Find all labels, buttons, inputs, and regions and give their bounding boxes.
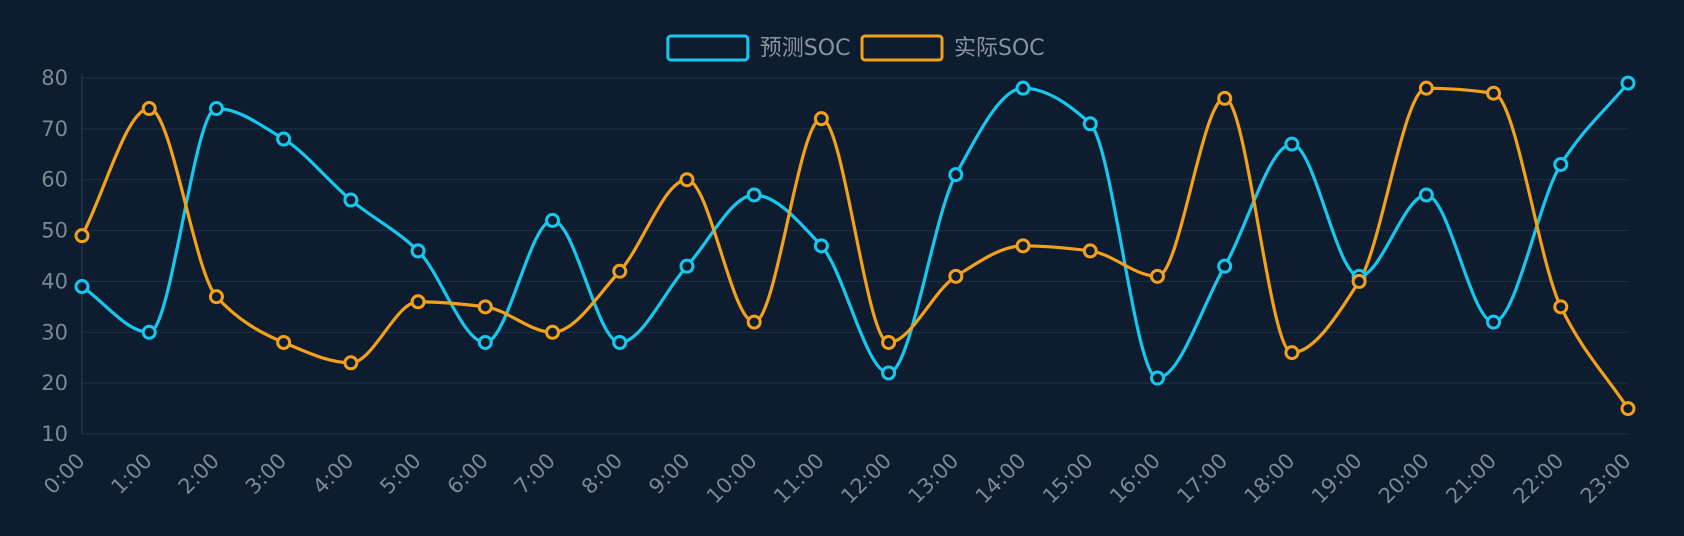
data-point[interactable] — [813, 111, 829, 127]
data-point[interactable] — [74, 228, 90, 244]
axis-layer: 10 20 30 40 50 60 70 80 0:00 1:00 2:00 3:00 4:00 5:00… — [39, 66, 1635, 508]
series-layer — [74, 75, 1636, 417]
data-point[interactable] — [410, 294, 426, 310]
data-point[interactable] — [1351, 273, 1367, 289]
data-point[interactable] — [477, 299, 493, 315]
x-tick-label: 16:00 — [1105, 449, 1165, 509]
x-tick-label: 19:00 — [1307, 449, 1367, 509]
data-point[interactable] — [1149, 370, 1165, 386]
y-tick-label: 10 — [41, 422, 68, 446]
x-tick-label: 12:00 — [836, 449, 896, 509]
y-tick-label: 70 — [41, 117, 68, 141]
data-point[interactable] — [881, 334, 897, 350]
x-tick-label: 21:00 — [1441, 449, 1501, 509]
x-tick-label: 17:00 — [1172, 449, 1232, 509]
legend-label[interactable]: 实际SOC — [954, 36, 1045, 61]
legend[interactable]: 预测SOC 实际SOC — [666, 34, 1045, 62]
data-point[interactable] — [343, 192, 359, 208]
data-point[interactable] — [276, 131, 292, 147]
data-point[interactable] — [410, 243, 426, 259]
data-point[interactable] — [1217, 90, 1233, 106]
data-point[interactable] — [343, 355, 359, 371]
x-tick-label: 11:00 — [769, 449, 829, 509]
data-point[interactable] — [1620, 75, 1636, 91]
x-tick-label: 1:00 — [106, 449, 156, 499]
data-point[interactable] — [1486, 85, 1502, 101]
data-point[interactable] — [1284, 136, 1300, 152]
data-point[interactable] — [477, 334, 493, 350]
x-tick-label: 15:00 — [1038, 449, 1098, 509]
legend-item-1[interactable]: 预测SOC — [666, 34, 851, 62]
data-point[interactable] — [208, 101, 224, 117]
data-point[interactable] — [74, 279, 90, 295]
x-tick-label: 7:00 — [510, 449, 560, 499]
data-point[interactable] — [1149, 268, 1165, 284]
x-tick-label: 5:00 — [375, 449, 425, 499]
data-point[interactable] — [545, 324, 561, 340]
data-point[interactable] — [545, 212, 561, 228]
data-point[interactable] — [679, 258, 695, 274]
data-point[interactable] — [1284, 345, 1300, 361]
data-point[interactable] — [1620, 401, 1636, 417]
y-tick-label: 40 — [41, 269, 68, 293]
data-point[interactable] — [746, 314, 762, 330]
legend-swatch[interactable] — [666, 34, 750, 62]
data-point[interactable] — [1553, 156, 1569, 172]
x-tick-label: 18:00 — [1240, 449, 1300, 509]
legend-item-2[interactable]: 实际SOC — [860, 34, 1045, 62]
data-point[interactable] — [208, 289, 224, 305]
data-point[interactable] — [1015, 238, 1031, 254]
x-tick-label: 20:00 — [1374, 449, 1434, 509]
data-point[interactable] — [948, 167, 964, 183]
grid-layer — [82, 77, 1628, 435]
x-tick-label: 4:00 — [308, 449, 358, 499]
data-point[interactable] — [612, 263, 628, 279]
data-point[interactable] — [141, 101, 157, 117]
data-point[interactable] — [948, 268, 964, 284]
data-point[interactable] — [1418, 80, 1434, 96]
x-tick-label: 10:00 — [702, 449, 762, 509]
y-tick-label: 60 — [41, 168, 68, 192]
data-point[interactable] — [1082, 116, 1098, 132]
x-tick-label: 6:00 — [443, 449, 493, 499]
x-tick-label: 0:00 — [39, 449, 89, 499]
x-tick-label: 13:00 — [904, 449, 964, 509]
y-tick-label: 30 — [41, 320, 68, 344]
data-point[interactable] — [1418, 187, 1434, 203]
series-line[interactable] — [80, 86, 1630, 411]
legend-label[interactable]: 预测SOC — [760, 36, 851, 61]
data-point[interactable] — [276, 334, 292, 350]
data-point[interactable] — [746, 187, 762, 203]
data-point[interactable] — [1217, 258, 1233, 274]
data-point[interactable] — [881, 365, 897, 381]
data-point[interactable] — [1553, 299, 1569, 315]
x-tick-label: 3:00 — [241, 449, 291, 499]
series-1-markers[interactable] — [74, 75, 1636, 386]
x-tick-label: 2:00 — [174, 449, 224, 499]
x-tick-label: 8:00 — [577, 449, 627, 499]
data-point[interactable] — [612, 334, 628, 350]
data-point[interactable] — [1015, 80, 1031, 96]
x-tick-label: 23:00 — [1576, 449, 1636, 509]
y-tick-label: 50 — [41, 219, 68, 243]
series-2[interactable] — [80, 86, 1630, 411]
y-tick-label: 80 — [41, 66, 68, 90]
series-2-markers[interactable] — [74, 80, 1636, 417]
x-tick-label: 9:00 — [644, 449, 694, 499]
data-point[interactable] — [679, 172, 695, 188]
data-point[interactable] — [1486, 314, 1502, 330]
legend-swatch[interactable] — [860, 34, 944, 62]
x-tick-label: 14:00 — [971, 449, 1031, 509]
data-point[interactable] — [141, 324, 157, 340]
data-point[interactable] — [1082, 243, 1098, 259]
x-tick-label: 22:00 — [1509, 449, 1569, 509]
y-tick-label: 20 — [41, 371, 68, 395]
data-point[interactable] — [813, 238, 829, 254]
